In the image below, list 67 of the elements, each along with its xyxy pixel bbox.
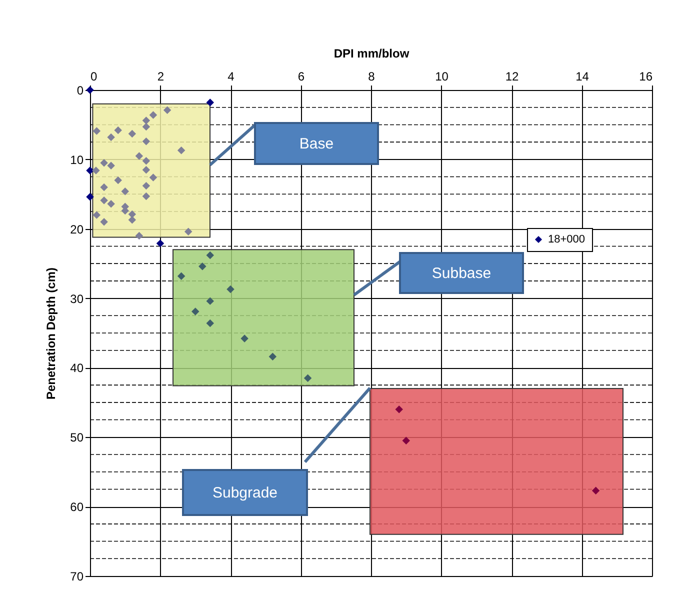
x-tick-label: 8 [368,70,376,84]
point [100,196,108,204]
x-tick-label: 10 [435,70,449,84]
point [92,127,101,135]
point [206,319,214,328]
y-tick-label: 50 [70,430,84,445]
point [395,406,403,414]
point [206,297,214,305]
point [142,166,150,174]
x-tick-label: 0 [90,70,98,84]
x-tick-label: 12 [505,70,519,84]
point [142,122,150,131]
point [592,486,600,494]
point [100,218,108,226]
point [177,272,186,280]
point [206,98,214,106]
point [192,308,200,316]
point [135,232,144,240]
x-tick-label: 16 [639,70,653,84]
y-tick-label: 0 [76,84,84,98]
point [121,187,129,196]
point [402,436,410,444]
point [156,240,164,248]
y-tick-label: 10 [70,152,84,167]
point [92,211,101,219]
point [142,116,150,124]
point [142,182,150,190]
point [268,352,277,360]
annotation: Subgrade [212,484,278,502]
point [86,166,94,174]
point [149,111,158,119]
y-tick-label: 60 [70,500,84,514]
point [107,200,115,208]
point [107,162,115,170]
point [86,86,94,94]
legend-label: 18+000 [548,234,586,246]
point [226,285,234,294]
y-axis-title: Penetration Depth (cm) [44,267,58,400]
y-tick-label: 70 [70,570,84,584]
point [142,138,150,146]
point [198,262,206,270]
x-tick-label: 4 [228,70,235,84]
y-tick-label: 40 [70,361,84,376]
y-tick-label: 30 [70,292,84,306]
point [107,133,115,142]
point [177,146,186,154]
point [240,334,248,342]
point [100,159,108,167]
x-tick-label: 2 [157,70,164,84]
point [100,183,108,192]
x-tick-label: 14 [576,70,590,84]
point [86,193,94,201]
point [114,126,122,134]
x-axis-title: DPI mm/blow [334,46,410,60]
x-tick-label: 6 [298,70,305,84]
y-tick-label: 20 [70,222,84,236]
point [149,174,158,182]
point [142,156,150,165]
point [92,166,100,174]
point [142,192,150,200]
point [135,152,144,160]
point [163,106,172,114]
point [128,130,136,138]
point [206,251,214,260]
point [114,176,122,184]
point [304,374,312,382]
point [184,228,192,236]
